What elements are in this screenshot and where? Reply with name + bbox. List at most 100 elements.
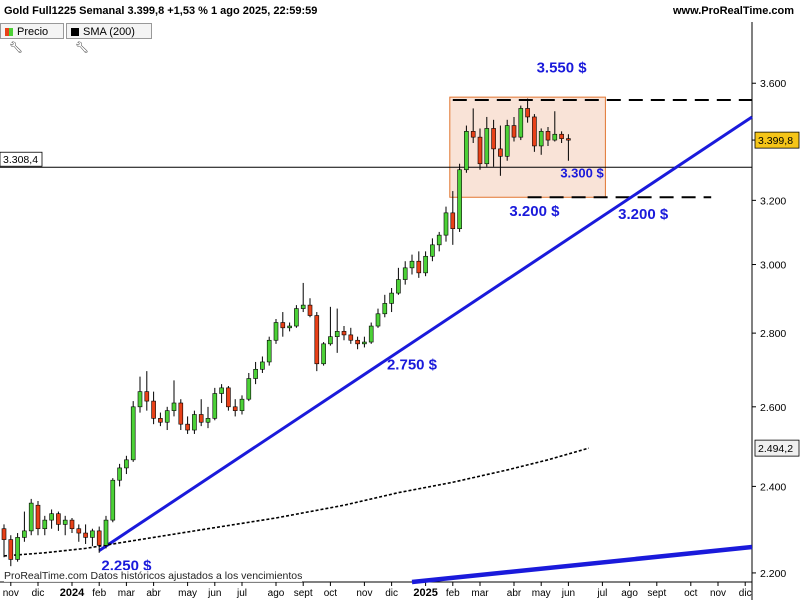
candle-body-down	[232, 406, 238, 411]
x-tick-label: 2025	[413, 587, 437, 599]
candle-body-down	[158, 418, 163, 423]
candle-body-down	[416, 260, 422, 274]
candle-body-up	[205, 418, 211, 423]
wrench-icon[interactable]: 🔧︎	[75, 42, 89, 54]
title-bar: Gold Full1225 Semanal 3.399,8 +1,53 % 1 …	[0, 0, 800, 22]
candle	[8, 535, 14, 567]
site-label[interactable]: www.ProRealTime.com	[672, 5, 794, 17]
y-tick-label: 3.200	[760, 195, 786, 207]
candle	[205, 406, 211, 429]
candle	[266, 336, 272, 366]
candle-body-up	[287, 325, 292, 329]
candle-body-up	[504, 125, 510, 157]
candle	[280, 312, 286, 337]
candle-body-up	[389, 292, 394, 304]
candle-body-up	[90, 530, 95, 538]
candle-body-down	[1, 528, 7, 540]
x-tick-label: sept	[294, 588, 313, 599]
candle-body-up	[130, 406, 136, 461]
candle-body-down	[76, 528, 82, 534]
candle	[164, 406, 170, 431]
candle	[239, 395, 245, 415]
candle-body-up	[260, 361, 265, 370]
candle	[110, 478, 116, 523]
candle-body-down	[96, 530, 102, 546]
candle-body-up	[409, 260, 415, 269]
y-tick-label: 3.600	[760, 78, 786, 90]
x-tick-label: oct	[684, 588, 698, 599]
x-tick-label: nov	[356, 588, 372, 599]
candle-body-down	[532, 116, 537, 147]
instrument-title: Gold Full1225 Semanal 3.399,8 +1,53 % 1 …	[4, 5, 318, 17]
x-tick-label: ago	[621, 588, 638, 599]
candle	[260, 356, 265, 373]
candle	[443, 206, 449, 242]
long-term-trendline	[411, 544, 753, 585]
x-tick-label: jul	[236, 588, 247, 599]
candle	[15, 533, 20, 562]
candle	[1, 524, 7, 558]
x-tick-label: dic	[385, 588, 398, 599]
candle-body-down	[355, 339, 360, 345]
candle	[314, 312, 320, 372]
x-tick-label: jun	[207, 588, 221, 599]
candle	[56, 511, 61, 531]
candle-body-up	[362, 341, 367, 345]
candle	[117, 463, 122, 487]
candle	[511, 116, 517, 142]
candle-body-up	[246, 378, 252, 400]
candle	[566, 134, 571, 161]
candle-body-down	[477, 136, 483, 165]
candle-body-up	[28, 502, 34, 532]
candle	[226, 385, 231, 411]
x-tick-label: nov	[710, 588, 726, 599]
candle	[341, 326, 347, 341]
candle-body-up	[443, 212, 449, 236]
candle	[402, 261, 408, 285]
candle	[307, 298, 313, 318]
candle-body-down	[341, 331, 347, 336]
footer-note: ProRealTime.com Datos históricos ajustad…	[4, 570, 303, 582]
candle-body-up	[457, 169, 462, 230]
candle-body-down	[450, 212, 456, 230]
candle	[137, 376, 143, 413]
candle	[232, 399, 238, 417]
candle-body-down	[314, 315, 320, 365]
candle-body-down	[307, 304, 313, 316]
candle	[362, 336, 367, 348]
candle	[273, 319, 279, 344]
candle	[192, 410, 197, 434]
candle	[457, 163, 462, 232]
candle-body-up	[192, 414, 197, 431]
candle-body-up	[266, 339, 272, 363]
candle	[321, 342, 326, 366]
candle-body-down	[566, 138, 571, 141]
wrench-icon[interactable]: 🔧︎	[9, 42, 23, 54]
x-tick-label: 2024	[60, 587, 85, 599]
legend-sma[interactable]: SMA (200) 🔧︎	[66, 23, 152, 54]
candle	[532, 114, 537, 152]
candle	[42, 515, 48, 536]
uptrend-line	[98, 115, 753, 552]
candle-body-down	[491, 128, 496, 150]
candle	[423, 251, 428, 277]
legend-precio-label: Precio	[17, 26, 49, 38]
price-annotation: 3.200 $	[618, 206, 669, 223]
candle	[151, 391, 156, 425]
candle	[103, 515, 109, 549]
candle	[504, 119, 510, 161]
candle-body-up	[328, 336, 333, 345]
candle-body-up	[219, 387, 224, 394]
candle	[416, 251, 422, 278]
candle	[198, 399, 204, 427]
candle	[76, 524, 82, 542]
y-tick-label: 2.400	[760, 481, 786, 493]
candle-body-up	[49, 513, 54, 521]
candle	[396, 267, 401, 295]
candle-body-up	[171, 402, 177, 411]
candle-body-down	[348, 334, 354, 341]
candle-body-up	[382, 303, 388, 315]
legend-precio[interactable]: Precio 🔧︎	[0, 23, 64, 54]
candle	[491, 119, 496, 167]
